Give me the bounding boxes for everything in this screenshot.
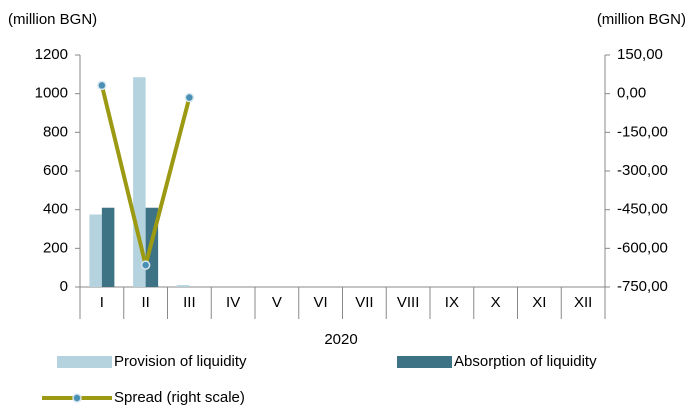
y-tick-label: 0 [60, 278, 68, 295]
y2-tick-label: -600,00 [617, 239, 668, 256]
x-tick-label: X [491, 294, 501, 311]
x-tick-label: IV [226, 294, 240, 311]
x-tick-label: XI [532, 294, 546, 311]
x-tick-label: XII [574, 294, 592, 311]
y-tick-label: 1000 [35, 85, 68, 102]
x-tick-label: VI [314, 294, 328, 311]
legend-swatch [397, 356, 452, 368]
x-tick-label: II [141, 294, 149, 311]
line-marker [140, 260, 151, 270]
y-tick-label: 200 [43, 239, 68, 256]
y2-tick-label: 150,00 [617, 46, 663, 63]
y2-axis-label: (million BGN) [597, 11, 686, 28]
x-tick-label: VIII [397, 294, 420, 311]
line-marker [184, 92, 195, 103]
legend-label: Provision of liquidity [114, 353, 247, 370]
x-tick-label: IX [445, 294, 459, 311]
y-tick-label: 800 [43, 123, 68, 140]
bar [176, 285, 190, 287]
y2-tick-label: -450,00 [617, 201, 668, 218]
y-tick-label: 400 [43, 201, 68, 218]
legend-marker [72, 393, 82, 403]
legend-label: Spread (right scale) [114, 389, 245, 406]
y2-tick-label: -300,00 [617, 162, 668, 179]
y2-tick-label: 0,00 [617, 85, 646, 102]
x-tick-label: VII [355, 294, 373, 311]
y-tick-label: 1200 [35, 46, 68, 63]
y2-tick-label: -750,00 [617, 278, 668, 295]
line-marker [97, 80, 107, 91]
bar [101, 207, 115, 287]
y2-tick-label: -150,00 [617, 123, 668, 140]
legend-swatch [57, 356, 112, 368]
legend-label: Absorption of liquidity [454, 353, 597, 370]
x-tick-label: III [183, 294, 196, 311]
x-tick-label: V [272, 294, 282, 311]
x-tick-label: I [100, 294, 104, 311]
bar [89, 214, 102, 287]
x-axis-label: 2020 [324, 331, 357, 348]
y-tick-label: 600 [43, 162, 68, 179]
y-axis-label: (million BGN) [8, 11, 97, 28]
